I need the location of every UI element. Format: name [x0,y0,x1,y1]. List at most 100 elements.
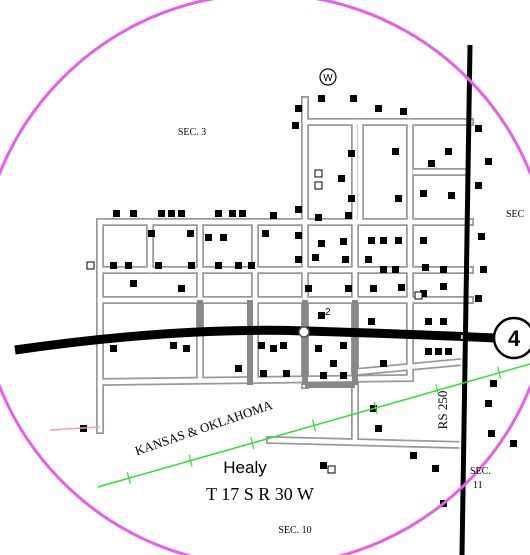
building [235,262,242,269]
town-name: Healy [223,458,267,477]
railroad-tick [497,366,502,379]
building [375,425,382,432]
building [158,210,165,217]
railroad-tick [373,401,378,415]
building [215,210,222,217]
building [398,284,405,291]
building [348,150,355,157]
building [432,465,439,472]
building [435,348,442,355]
building [318,240,325,247]
building [295,232,302,239]
building [229,210,236,217]
building [315,214,322,221]
building [187,230,194,237]
building [485,400,492,407]
building-outline [327,465,336,474]
county-road [459,44,473,555]
building [475,182,482,189]
building [178,285,185,292]
building [260,370,267,377]
building [420,190,427,197]
building [440,283,447,290]
lot-label: 2 [325,307,331,318]
railroad-tick [126,472,131,485]
building [148,230,155,237]
building [488,430,495,437]
building [292,122,299,129]
building [375,105,382,112]
building [480,266,487,273]
marker [319,68,337,86]
building [130,210,137,217]
building [320,372,327,379]
building-outline [314,181,323,190]
building-outline [86,261,95,270]
streets [95,96,474,450]
building [345,212,352,219]
building [392,266,399,273]
railroad-tick [250,436,255,450]
building [420,237,427,244]
railroad-tick [435,384,440,397]
building [315,345,322,352]
building [345,285,352,292]
building [445,148,452,155]
section-label: SEC. 10 [278,525,311,536]
building [220,234,227,241]
building [478,233,485,240]
building [340,238,347,245]
building [318,95,325,102]
boundary [49,426,101,431]
section-label: 11 [473,480,483,491]
building [475,295,482,302]
building [368,237,375,244]
building-outline [314,169,323,178]
building [283,370,290,377]
building [440,318,447,325]
building [368,318,375,325]
building [110,262,117,269]
building [295,256,302,263]
township: T 17 S R 30 W [206,484,314,504]
intersection [298,326,310,338]
railroad-ticks [126,366,502,485]
railroad-tick [188,454,193,467]
section-label: SEC. 3 [178,127,206,138]
building [270,345,277,352]
building [490,380,497,387]
building [270,212,277,219]
building [125,262,132,269]
building [445,348,452,355]
building [400,108,407,115]
building [305,285,312,292]
building [205,234,212,241]
building [340,372,347,379]
building [320,462,327,469]
building [425,348,432,355]
road-label: RS 250 [435,391,450,430]
building [340,342,347,349]
marker-label: W [323,73,333,84]
building [425,318,432,325]
building [410,452,417,459]
building [485,158,492,165]
building [170,342,177,349]
building [183,345,190,352]
building [350,95,357,102]
building [168,210,175,217]
building [380,237,387,244]
building [215,262,222,269]
building [395,195,402,202]
building [475,125,482,132]
building [422,264,429,271]
building [395,237,402,244]
building [295,105,302,112]
building [258,342,265,349]
road-centerline [457,334,463,555]
building [348,195,355,202]
building [365,256,372,263]
highway [14,325,496,355]
building [440,266,447,273]
